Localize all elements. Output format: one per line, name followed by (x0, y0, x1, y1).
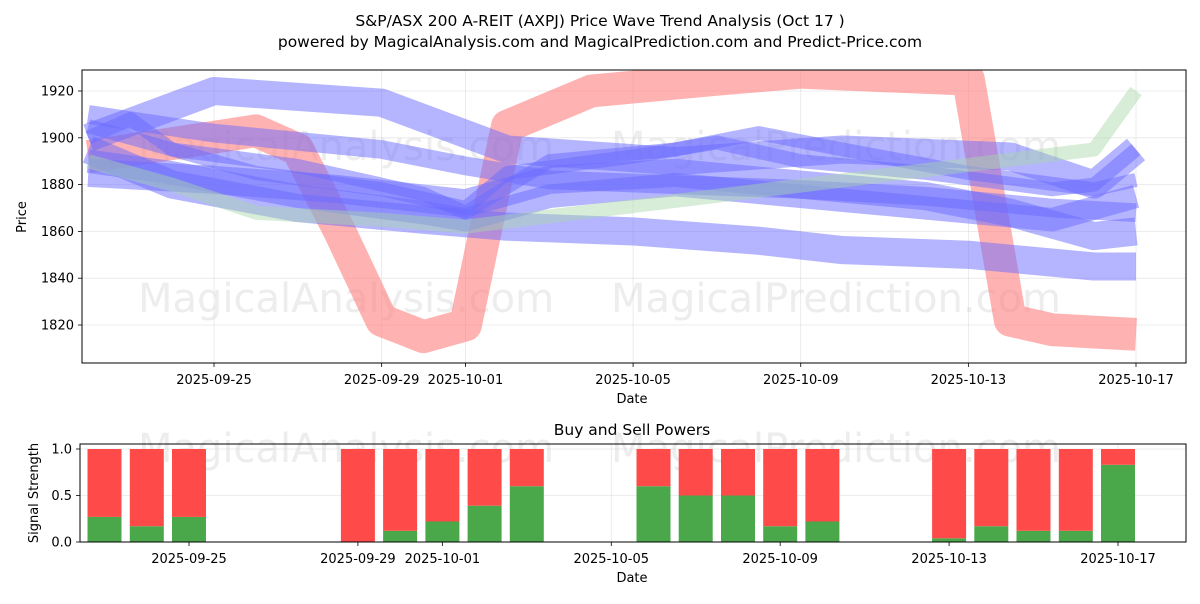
wave-band-green-8 (86, 86, 1142, 234)
sell-power-bar (636, 449, 671, 487)
price-x-axis-label: Date (616, 392, 647, 407)
buy-power-bar (636, 486, 671, 542)
wave-band-blue-6 (86, 119, 1138, 220)
price-y-axis-label: Price (15, 201, 30, 233)
signal-bars (87, 449, 1135, 542)
sell-power-bar (425, 449, 460, 522)
sell-power-bar (678, 449, 713, 496)
price-x-tick-label: 2025-10-05 (595, 373, 671, 388)
buy-power-bar (129, 526, 164, 542)
signal-x-axis-label: Date (616, 571, 647, 586)
sell-power-bar (721, 449, 755, 496)
buy-power-bar (87, 516, 122, 542)
price-x-tick-label: 2025-09-29 (344, 373, 420, 388)
buy-power-bar (1101, 464, 1135, 542)
chart-subtitle: powered by MagicalAnalysis.com and Magic… (278, 33, 922, 51)
signal-y-ticks: 0.0 0.5 1.0 (51, 443, 80, 551)
price-x-tick-label: 2025-09-25 (176, 373, 252, 388)
signal-y-tick-label: 0.0 (51, 536, 72, 551)
buy-power-bar (721, 495, 755, 542)
buy-power-bar (932, 538, 967, 542)
price-wave-bands (82, 70, 1146, 354)
buy-power-bar (383, 530, 418, 542)
sell-power-bar (509, 449, 544, 487)
buy-power-bar (678, 495, 713, 542)
price-y-tick-label: 1900 (41, 131, 74, 146)
buy-power-bar (425, 521, 460, 542)
signal-x-tick-label: 2025-10-13 (911, 552, 987, 567)
sell-power-bar (1101, 449, 1135, 465)
signal-x-tick-label: 2025-10-09 (742, 552, 818, 567)
signal-x-tick-label: 2025-10-17 (1080, 552, 1156, 567)
buy-power-bar (172, 516, 206, 542)
price-y-tick-label: 1860 (41, 225, 74, 240)
buy-power-bar (467, 505, 502, 542)
price-y-tick-label: 1840 (41, 272, 74, 287)
price-x-tick-label: 2025-10-01 (428, 373, 504, 388)
sell-power-bar (129, 449, 164, 527)
signal-x-tick-label: 2025-10-05 (573, 552, 649, 567)
signal-y-tick-label: 0.5 (51, 489, 72, 504)
signal-x-tick-label: 2025-10-01 (405, 552, 481, 567)
sell-power-bar (340, 449, 375, 542)
sell-power-bar (974, 449, 1009, 527)
sell-power-bar (763, 449, 798, 527)
sell-power-bar (932, 449, 967, 539)
buy-power-bar (763, 526, 798, 542)
sell-power-bar (805, 449, 840, 522)
signal-y-tick-label: 1.0 (51, 443, 72, 458)
sell-power-bar (467, 449, 502, 506)
sell-power-bar (87, 449, 122, 517)
signal-x-ticks: 2025-09-25 2025-09-29 2025-10-01 2025-10-05… (151, 542, 1156, 567)
price-x-tick-label: 2025-10-09 (763, 373, 839, 388)
price-y-tick-label: 1920 (41, 85, 74, 100)
buy-power-bar (1058, 530, 1093, 542)
price-panel: MagicalAnalysis.com MagicalPrediction.co… (15, 69, 1187, 407)
buy-power-bar (805, 521, 840, 542)
sell-power-bar (383, 449, 418, 531)
watermark-prediction-top2: MagicalPrediction.com (611, 276, 1061, 322)
price-x-tick-label: 2025-10-17 (1098, 373, 1174, 388)
wave-band-blue-7 (86, 149, 1140, 232)
price-y-tick-label: 1820 (41, 319, 74, 334)
sell-power-bar (1058, 449, 1093, 531)
buy-power-bar (1016, 530, 1051, 542)
price-x-tick-label: 2025-10-13 (931, 373, 1007, 388)
sell-power-bar (1016, 449, 1051, 531)
signal-panel: Buy and Sell Powers MagicalAnalysis.com … (27, 421, 1187, 586)
buy-power-bar (509, 486, 544, 542)
signal-x-tick-label: 2025-09-29 (320, 552, 396, 567)
buy-power-bar (974, 526, 1009, 542)
signal-y-axis-label: Signal Strength (27, 443, 42, 543)
price-x-ticks: 2025-09-25 2025-09-29 2025-10-01 2025-10-05… (176, 363, 1174, 388)
price-y-tick-label: 1880 (41, 178, 74, 193)
price-y-ticks: 1820 1840 1860 1880 1900 1920 (41, 85, 82, 334)
sell-power-bar (172, 449, 206, 517)
chart-title: S&P/ASX 200 A-REIT (AXPJ) Price Wave Tre… (355, 12, 844, 30)
signal-panel-title: Buy and Sell Powers (554, 421, 711, 439)
signal-x-tick-label: 2025-09-25 (151, 552, 227, 567)
